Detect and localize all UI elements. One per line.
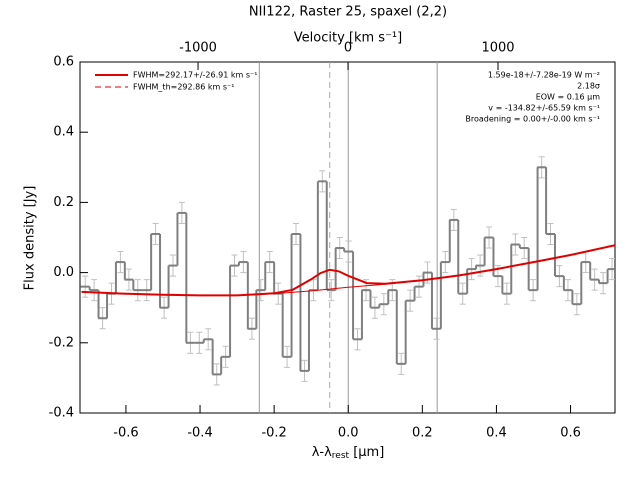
y-axis-label: Flux density [Jy]	[23, 186, 38, 291]
x-tick-label: 0.0	[338, 426, 359, 441]
annotation: v = -134.82+/-65.59 km s⁻¹	[488, 104, 600, 113]
x-label-part: λ-λ	[312, 445, 332, 460]
x-tick-label: 0.2	[412, 426, 433, 441]
fit-line	[81, 244, 615, 297]
y-tick-label: -0.2	[49, 335, 74, 350]
y-tick-label: 0.2	[53, 195, 74, 210]
y-tick-label: 0.6	[53, 55, 74, 70]
annotation: 1.59e-18+/-7.28e-19 W m⁻²	[488, 71, 600, 80]
y-tick-label: 0.0	[53, 265, 74, 280]
legend-label: FWHM_th=292.86 km s⁻¹	[133, 83, 234, 92]
x-tick-label: -0.4	[187, 426, 212, 441]
top-tick-label: 1000	[481, 41, 514, 56]
x-label-part: [μm]	[349, 445, 384, 460]
x-label-sub: rest	[332, 451, 350, 461]
plot-area	[80, 62, 615, 413]
x-tick-label: 0.6	[560, 426, 581, 441]
annotation: EOW = 0.16 μm	[536, 93, 600, 102]
y-tick-label: -0.4	[49, 406, 74, 421]
annotation: 2.18σ	[577, 82, 600, 91]
legend-label: FWHM=292.17+/-26.91 km s⁻¹	[133, 71, 257, 80]
annotation: Broadening = 0.00+/-0.00 km s⁻¹	[465, 115, 600, 124]
x-axis-label: λ-λrest [μm]	[312, 445, 385, 461]
top-axis-label: Velocity [km s⁻¹]	[294, 31, 402, 46]
y-tick-label: 0.4	[53, 125, 74, 140]
x-tick-label: 0.4	[486, 426, 507, 441]
plot-frame	[79, 61, 616, 414]
top-tick-label: -1000	[179, 41, 217, 56]
top-tick-label: 0	[344, 41, 352, 56]
chart-title: NII122, Raster 25, spaxel (2,2)	[249, 5, 447, 20]
x-tick-label: -0.6	[113, 426, 138, 441]
x-tick-label: -0.2	[261, 426, 286, 441]
